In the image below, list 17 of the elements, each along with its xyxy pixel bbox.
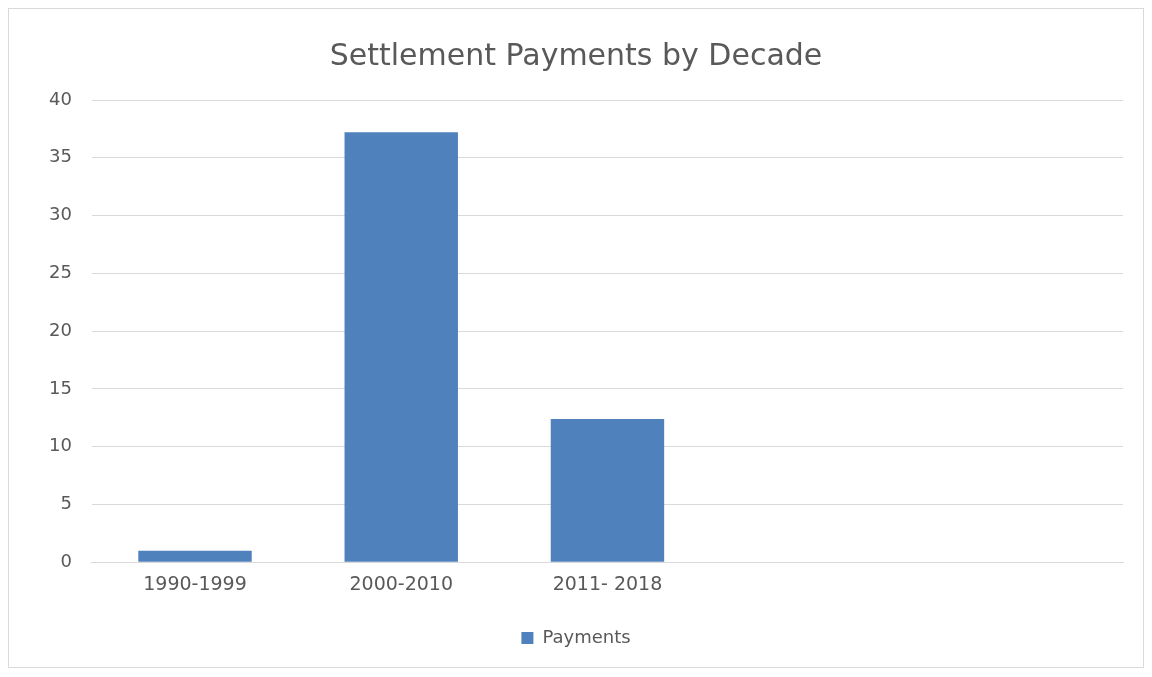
y-tick-label: 35: [49, 145, 72, 167]
y-tick-label: 20: [49, 318, 72, 340]
x-tick-label: 2011- 2018: [552, 571, 663, 594]
y-tick-label: 25: [49, 261, 72, 282]
bar: [550, 418, 665, 562]
x-tick-label: 2000-2010: [349, 571, 454, 594]
legend-label: Payments: [542, 625, 631, 647]
y-tick-label: 40: [49, 87, 72, 109]
x-tick-label: 1990-1999: [143, 571, 247, 594]
y-tick-label: 5: [60, 492, 72, 514]
y-tick-label: 30: [49, 203, 72, 225]
y-tick-label: 10: [49, 434, 72, 456]
bar: [344, 132, 458, 562]
bar: [138, 550, 252, 562]
y-tick-label: 0: [60, 549, 72, 571]
chart-title: Settlement Payments by Decade: [329, 36, 823, 72]
y-tick-label: 15: [49, 376, 72, 398]
